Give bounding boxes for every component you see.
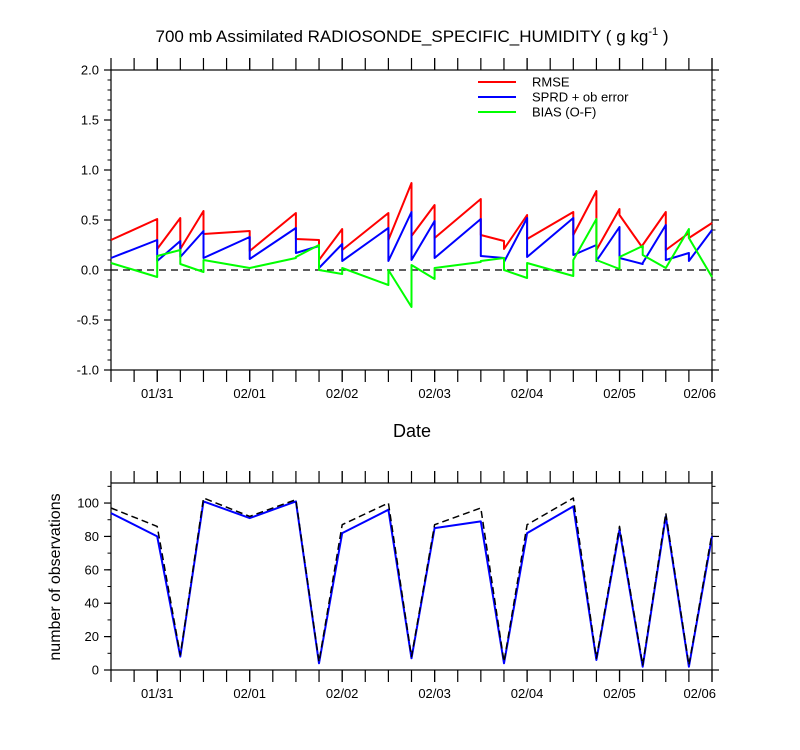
top-y-tick-label: 1.5 xyxy=(81,113,99,128)
chart-title: 700 mb Assimilated RADIOSONDE_SPECIFIC_H… xyxy=(156,26,669,46)
bottom-y-tick-label: 100 xyxy=(77,496,99,511)
legend-label-1: SPRD + ob error xyxy=(532,90,629,105)
top-x-tick-label: 02/02 xyxy=(326,386,359,401)
top-panel: -1.0-0.50.00.51.01.52.0 01/31 02/01 02/02 0… xyxy=(77,58,719,441)
bottom-x-tick-label: 02/05 xyxy=(603,686,636,701)
bottom-y-axis: 0 20 40 60 80 100 xyxy=(77,485,719,678)
bottom-x-tick-label: 02/04 xyxy=(511,686,544,701)
bottom-x-tick-label: 02/01 xyxy=(233,686,266,701)
top-series-group xyxy=(110,182,713,308)
bottom-x-axis: 01/31 02/01 02/02 02/03 02/04 02/05 02/06 xyxy=(110,471,716,701)
bottom-y-axis-title: number of observations xyxy=(47,493,64,660)
top-y-axis: -1.0 -0.5 0.0 0.5 1.0 1.5 2.0 xyxy=(77,63,719,378)
bottom-y-tick-label: 20 xyxy=(85,629,99,644)
top-y-tick-label: 0.5 xyxy=(81,213,99,228)
top-x-tick-label: 02/06 xyxy=(683,386,716,401)
bottom-x-tick-label: 01/31 xyxy=(141,686,174,701)
bottom-y-tick-label: 60 xyxy=(85,562,99,577)
bottom-x-tick-label: 02/02 xyxy=(326,686,359,701)
top-y-tick-label: -1.0 xyxy=(77,363,99,378)
bottom-series-group xyxy=(110,497,713,668)
bottom-series-line-0 xyxy=(110,500,713,668)
bottom-series-line-1 xyxy=(110,497,713,666)
legend-label-2: BIAS (O-F) xyxy=(532,105,596,120)
top-x-axis: 01/31 02/01 02/02 02/03 02/04 02/05 02/06 xyxy=(110,58,716,401)
bottom-x-tick-label: 02/03 xyxy=(418,686,451,701)
top-x-tick-label: 02/03 xyxy=(418,386,451,401)
x-axis-title: Date xyxy=(393,421,431,441)
top-y-tick-label: 1.0 xyxy=(81,163,99,178)
top-series-line-2 xyxy=(110,218,713,308)
top-y-tick-label: 2.0 xyxy=(81,63,99,78)
top-y-tick-label: -0.5 xyxy=(77,313,99,328)
top-series-line-1 xyxy=(110,211,713,269)
top-x-tick-label: 02/05 xyxy=(603,386,636,401)
bottom-panel: 0 20 40 60 80 100 01/31 02/01 02/02 02/03 02/04 02… xyxy=(47,471,719,701)
top-x-tick-label: 02/01 xyxy=(233,386,266,401)
top-y-tick-label: 0.0 xyxy=(81,263,99,278)
bottom-y-tick-label: 40 xyxy=(85,596,99,611)
bottom-x-tick-label: 02/06 xyxy=(683,686,716,701)
bottom-y-tick-label: 0 xyxy=(92,663,99,678)
bottom-y-tick-label: 80 xyxy=(85,529,99,544)
legend-label-0: RMSE xyxy=(532,75,570,90)
top-x-tick-label: 01/31 xyxy=(141,386,174,401)
top-x-tick-label: 02/04 xyxy=(511,386,544,401)
